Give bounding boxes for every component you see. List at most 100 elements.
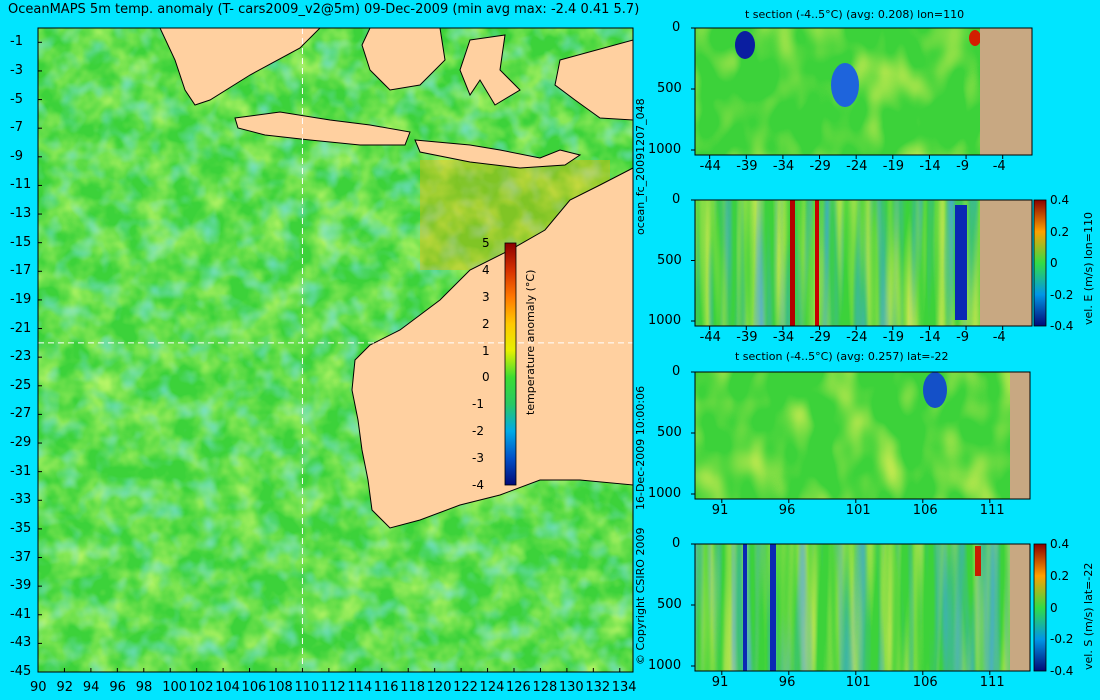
land-section bbox=[980, 200, 1032, 326]
lon-tick-label: 130 bbox=[558, 680, 584, 695]
lat-tick-label: -27 bbox=[10, 406, 32, 422]
colorbar-tick-label: 4 bbox=[482, 262, 490, 277]
colorbar-tick-label: 5 bbox=[482, 236, 490, 250]
map-colorbar bbox=[504, 242, 517, 486]
strong-south-band bbox=[770, 544, 776, 671]
velocity-colorbar-tick-label: -0.2 bbox=[1050, 632, 1074, 647]
panel-frame bbox=[694, 27, 1033, 156]
panel-y-tick-label: 500 bbox=[657, 597, 682, 612]
panel-frame bbox=[694, 543, 1031, 672]
cold-anomaly bbox=[923, 372, 947, 408]
lat-tick-label: -39 bbox=[10, 578, 32, 594]
lon-tick-label: 108 bbox=[268, 680, 293, 695]
lat-tick-label: -23 bbox=[10, 349, 32, 365]
panel-2-side-label: vel. E (m/s) lon=110 bbox=[1082, 212, 1095, 325]
java-land bbox=[234, 111, 411, 146]
panel-y-tick-label: 500 bbox=[657, 81, 682, 96]
lat-tick-label: -15 bbox=[10, 234, 32, 250]
lat-tick-label: -41 bbox=[10, 606, 32, 622]
panel-x-tick-label: 111 bbox=[979, 503, 1005, 518]
velocity-colorbar-tick-label: 0.4 bbox=[1050, 537, 1070, 551]
borneo-land bbox=[361, 27, 446, 91]
panel-x-tick-label: -29 bbox=[809, 330, 831, 345]
lat-tick-label: -5 bbox=[10, 91, 23, 107]
panel-y-tick-label: 0 bbox=[672, 536, 681, 551]
velocity-colorbar bbox=[1033, 199, 1047, 327]
colorbar-tick-label: -4 bbox=[472, 478, 484, 492]
panel-x-tick-label: -39 bbox=[736, 330, 758, 345]
lon-tick-label: 120 bbox=[426, 680, 452, 695]
colorbar-tick-label: 3 bbox=[482, 289, 490, 304]
panel-x-tick-label: -19 bbox=[882, 330, 905, 345]
timestamp-label: 16-Dec-2009 10:00:06 bbox=[634, 385, 647, 510]
lon-tick-label: 98 bbox=[135, 680, 153, 695]
panel-x-tick-label: -24 bbox=[846, 159, 868, 174]
panel-x-tick-label: 111 bbox=[979, 675, 1005, 690]
panel-x-tick-label: -14 bbox=[919, 330, 941, 345]
panel-x-tick-label: -34 bbox=[772, 330, 795, 345]
panel-x-tick-label: 91 bbox=[711, 503, 729, 518]
panel-y-tick-label: 1000 bbox=[648, 142, 682, 157]
sulawesi-land bbox=[459, 34, 521, 106]
lon-tick-label: 114 bbox=[347, 680, 373, 695]
land-section bbox=[1010, 544, 1030, 671]
lon-tick-label: 126 bbox=[506, 680, 531, 695]
australia-land bbox=[351, 167, 634, 529]
panel-x-tick-label: -39 bbox=[736, 159, 758, 174]
land-section bbox=[1010, 372, 1030, 499]
panel-y-tick-label: 500 bbox=[657, 252, 682, 268]
lat-tick-label: -11 bbox=[10, 177, 32, 193]
lat-tick-label: -31 bbox=[10, 463, 32, 479]
panel-x-tick-label: -4 bbox=[992, 330, 1006, 345]
panel-x-tick-label: -44 bbox=[699, 330, 721, 345]
velocity-colorbar-tick-label: -0.4 bbox=[1050, 319, 1074, 333]
strong-west-band bbox=[955, 205, 967, 320]
velocity-colorbar-tick-label: 0.2 bbox=[1050, 568, 1070, 583]
panel-x-tick-label: 91 bbox=[711, 675, 729, 690]
panel-y-tick-label: 1000 bbox=[648, 313, 682, 328]
panel-y-tick-label: 0 bbox=[672, 192, 681, 207]
land-section bbox=[980, 28, 1032, 155]
panel-y-tick-label: 500 bbox=[657, 425, 682, 440]
lon-tick-label: 110 bbox=[294, 680, 320, 695]
velocity-stripes-cold bbox=[695, 200, 980, 326]
cold-anomaly bbox=[831, 63, 859, 107]
strong-east-band bbox=[790, 200, 795, 326]
lat-tick-label: -7 bbox=[10, 120, 23, 136]
panel-1-title: t section (-4..5°C) (avg: 0.208) lon=110 bbox=[745, 8, 965, 21]
panel-y-tick-label: 0 bbox=[672, 364, 681, 379]
lon-tick-label: 132 bbox=[585, 680, 611, 695]
panel-y-tick-label: 1000 bbox=[648, 658, 682, 673]
strong-north-band bbox=[975, 546, 981, 576]
velocity-colorbar-tick-label: 0 bbox=[1050, 256, 1058, 270]
panel-x-tick-label: -19 bbox=[882, 159, 905, 174]
colorbar-tick-label: 0 bbox=[482, 370, 490, 385]
lon-tick-label: 112 bbox=[320, 680, 346, 695]
cold-anomaly bbox=[735, 31, 755, 59]
panel-x-tick-label: -4 bbox=[992, 159, 1006, 174]
lon-tick-label: 134 bbox=[611, 680, 637, 695]
lon-tick-label: 96 bbox=[109, 680, 126, 695]
lat-tick-label: -45 bbox=[10, 664, 32, 679]
panel-3-title: t section (-4..5°C) (avg: 0.257) lat=-22 bbox=[735, 350, 949, 363]
colorbar-tick-label: -3 bbox=[472, 451, 484, 466]
panel-x-tick-label: -9 bbox=[956, 159, 970, 174]
panel-4-side-label: vel. S (m/s) lat=-22 bbox=[1082, 562, 1095, 670]
section-panel-4 bbox=[694, 543, 1047, 672]
lat-tick-label: -33 bbox=[10, 492, 32, 508]
velocity-colorbar bbox=[1033, 543, 1047, 672]
section-panel-1 bbox=[694, 27, 1033, 156]
map-panel bbox=[37, 27, 634, 673]
lon-tick-label: 90 bbox=[30, 680, 47, 695]
lon-tick-label: 100 bbox=[162, 680, 188, 695]
panel-x-tick-label: 101 bbox=[845, 675, 871, 690]
tick-marks bbox=[37, 27, 1004, 675]
panel-x-tick-label: -44 bbox=[699, 159, 721, 174]
lon-tick-label: 122 bbox=[453, 680, 478, 695]
lat-tick-label: -29 bbox=[10, 435, 32, 451]
lat-tick-label: -19 bbox=[10, 291, 32, 307]
panel-y-tick-label: 1000 bbox=[648, 486, 682, 501]
lat-tick-label: -3 bbox=[10, 62, 23, 78]
lat-tick-label: -25 bbox=[10, 377, 32, 393]
